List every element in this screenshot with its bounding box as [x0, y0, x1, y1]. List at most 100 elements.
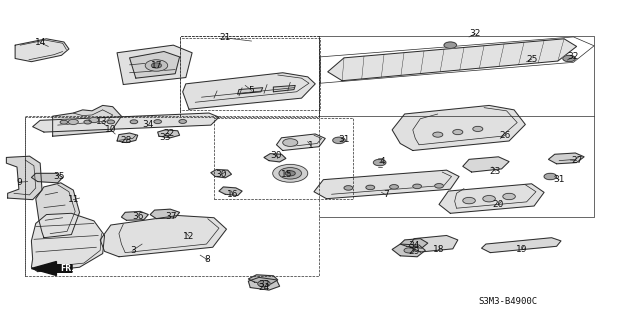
Circle shape	[453, 130, 463, 135]
Text: 28: 28	[121, 136, 132, 145]
Text: 34: 34	[143, 120, 154, 129]
Circle shape	[130, 120, 138, 124]
Circle shape	[68, 119, 78, 124]
Circle shape	[473, 126, 483, 132]
Circle shape	[433, 132, 443, 137]
Text: S3M3-B4900C: S3M3-B4900C	[479, 297, 538, 306]
Polygon shape	[248, 277, 279, 290]
Text: FR.: FR.	[60, 264, 75, 273]
Polygon shape	[409, 236, 458, 252]
Text: 15: 15	[281, 170, 293, 179]
Polygon shape	[150, 209, 180, 219]
Text: 34: 34	[408, 241, 420, 250]
Text: 32: 32	[568, 52, 579, 61]
Polygon shape	[463, 157, 509, 172]
Polygon shape	[264, 154, 286, 162]
Circle shape	[463, 197, 475, 204]
Polygon shape	[273, 85, 295, 92]
Polygon shape	[400, 239, 428, 248]
Circle shape	[344, 186, 353, 190]
Text: 17: 17	[151, 61, 162, 70]
Text: 20: 20	[493, 200, 504, 209]
Text: 12: 12	[183, 232, 195, 241]
Text: 33: 33	[258, 280, 270, 289]
Polygon shape	[31, 261, 72, 276]
Circle shape	[151, 63, 161, 68]
Text: 22: 22	[163, 130, 175, 139]
Polygon shape	[117, 45, 192, 84]
Polygon shape	[314, 170, 459, 199]
Circle shape	[273, 164, 308, 182]
Polygon shape	[100, 215, 227, 257]
Polygon shape	[276, 134, 325, 150]
Text: 31: 31	[553, 175, 565, 184]
Text: 24: 24	[258, 283, 269, 292]
Polygon shape	[31, 213, 104, 272]
Polygon shape	[238, 88, 263, 94]
Text: 31: 31	[338, 135, 350, 144]
Text: 35: 35	[53, 172, 65, 181]
Circle shape	[283, 139, 298, 146]
Circle shape	[107, 120, 114, 124]
Text: 32: 32	[470, 29, 481, 38]
Text: 4: 4	[380, 157, 386, 166]
Text: 13: 13	[95, 117, 107, 126]
Text: 19: 19	[516, 245, 528, 254]
Circle shape	[257, 281, 270, 287]
Circle shape	[179, 120, 187, 124]
Polygon shape	[33, 113, 219, 132]
Text: 21: 21	[220, 33, 231, 42]
Circle shape	[404, 248, 414, 253]
Polygon shape	[392, 105, 526, 150]
Text: 14: 14	[35, 38, 46, 47]
Polygon shape	[121, 212, 148, 220]
Text: 18: 18	[433, 245, 445, 254]
Circle shape	[285, 171, 295, 176]
Polygon shape	[53, 105, 121, 136]
Text: 30: 30	[271, 151, 282, 160]
Text: 8: 8	[205, 255, 210, 264]
Polygon shape	[248, 275, 278, 284]
Polygon shape	[6, 156, 42, 200]
Text: 1: 1	[308, 141, 314, 150]
Polygon shape	[15, 39, 69, 62]
Circle shape	[563, 55, 575, 62]
Circle shape	[279, 168, 301, 179]
Text: 26: 26	[499, 131, 511, 140]
Text: 11: 11	[68, 195, 79, 204]
Polygon shape	[211, 170, 232, 178]
Polygon shape	[117, 133, 138, 142]
Circle shape	[84, 120, 92, 124]
Text: 30: 30	[215, 170, 227, 179]
Circle shape	[60, 120, 68, 124]
Circle shape	[145, 60, 168, 71]
Text: 36: 36	[132, 212, 143, 221]
Text: 3: 3	[130, 246, 136, 255]
Circle shape	[444, 42, 457, 48]
Circle shape	[435, 184, 443, 188]
Text: 27: 27	[571, 156, 582, 165]
Polygon shape	[219, 187, 242, 196]
Polygon shape	[129, 52, 180, 78]
Polygon shape	[392, 244, 425, 257]
Polygon shape	[183, 73, 315, 109]
Text: 7: 7	[383, 190, 389, 199]
Text: 33: 33	[160, 133, 171, 142]
Circle shape	[89, 117, 99, 123]
Circle shape	[374, 159, 386, 166]
Circle shape	[333, 137, 345, 143]
Circle shape	[366, 185, 375, 190]
Text: 25: 25	[526, 55, 538, 64]
Circle shape	[503, 193, 516, 200]
Circle shape	[544, 173, 556, 180]
Circle shape	[154, 120, 161, 124]
Text: 10: 10	[105, 125, 117, 134]
Text: 9: 9	[16, 178, 22, 187]
Text: 37: 37	[166, 212, 177, 221]
Circle shape	[483, 196, 495, 202]
Text: 23: 23	[490, 167, 501, 176]
Polygon shape	[439, 184, 544, 213]
Polygon shape	[548, 153, 584, 164]
Circle shape	[413, 184, 421, 188]
Text: 5: 5	[249, 86, 254, 95]
